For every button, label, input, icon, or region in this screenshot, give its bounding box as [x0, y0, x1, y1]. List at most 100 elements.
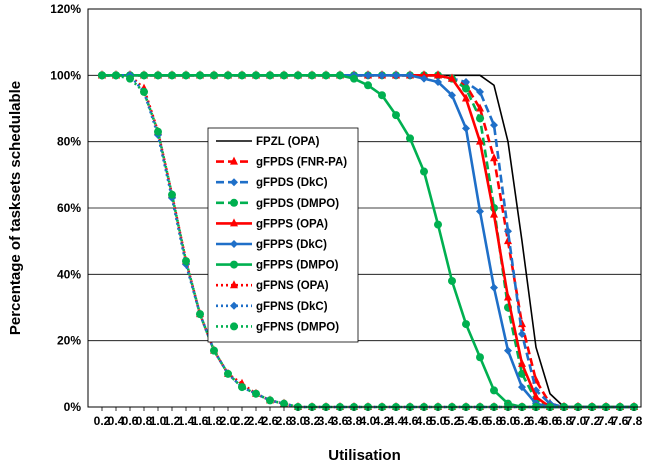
legend-marker-1 [230, 156, 238, 165]
point-6-26 [462, 320, 470, 329]
legend-marker-2 [230, 178, 238, 187]
point-5-20 [378, 71, 386, 80]
y-axis-label: Percentage of tasksets schedulable [7, 81, 24, 335]
point-6-21 [392, 111, 400, 120]
point-9-1 [112, 71, 120, 80]
point-6-3 [140, 71, 148, 80]
point-9-13 [280, 399, 288, 408]
y-tick-0: 0% [64, 400, 82, 414]
x-tick-16: 3.4 [318, 414, 335, 428]
legend-entry-3: gFPDS (DMPO) [216, 198, 339, 210]
series-line-9 [102, 74, 634, 409]
legend-label-1: gFPDS (FNR-PA) [256, 157, 347, 169]
y-tick-5: 100% [50, 68, 81, 82]
x-tick-1: 0.4 [108, 414, 125, 428]
legend-label-4: gFPPS (OPA) [256, 218, 328, 230]
point-6-8 [210, 71, 218, 80]
point-6-6 [182, 71, 190, 80]
point-6-7 [196, 71, 204, 80]
point-9-4 [154, 127, 162, 136]
x-tick-28: 5.8 [486, 414, 503, 428]
point-4-27 [476, 136, 484, 145]
point-4-24 [434, 70, 442, 79]
x-tick-0: 0.2 [94, 414, 111, 428]
x-tick-20: 4.2 [374, 414, 391, 428]
point-3-27 [476, 114, 484, 123]
point-6-9 [224, 71, 232, 80]
legend-marker-8 [230, 301, 238, 310]
x-tick-32: 6.6 [542, 414, 559, 428]
point-6-22 [406, 134, 414, 143]
x-tick-36: 7.4 [598, 414, 615, 428]
point-2-28 [490, 121, 498, 130]
point-9-0 [98, 71, 106, 80]
legend-label-7: gFPNS (OPA) [256, 280, 329, 292]
point-1-27 [476, 103, 484, 112]
point-6-18 [350, 74, 358, 83]
x-tick-25: 5.2 [444, 414, 461, 428]
x-tick-13: 2.8 [276, 414, 293, 428]
legend-label-9: gFPNS (DMPO) [256, 321, 339, 333]
point-3-26 [462, 84, 470, 93]
point-6-28 [490, 386, 498, 395]
x-tick-30: 6.2 [514, 414, 531, 428]
point-6-15 [308, 71, 316, 80]
x-tick-23: 4.8 [416, 414, 433, 428]
legend-label-2: gFPDS (DkC) [256, 177, 328, 189]
legend-label-0: FPZL (OPA) [256, 136, 320, 148]
point-9-2 [126, 74, 134, 83]
legend-entry-0: FPZL (OPA) [216, 136, 320, 148]
legend-label-3: gFPDS (DMPO) [256, 198, 339, 210]
point-9-3 [140, 87, 148, 96]
point-2-27 [476, 87, 484, 96]
x-tick-31: 6.4 [528, 414, 545, 428]
point-6-19 [364, 81, 372, 90]
x-tick-22: 4.6 [402, 414, 419, 428]
legend-entry-4: gFPPS (OPA) [216, 218, 328, 230]
point-5-30 [518, 383, 526, 392]
y-tick-6: 120% [50, 2, 81, 16]
legend-entry-2: gFPDS (DkC) [216, 177, 328, 189]
point-5-25 [448, 91, 456, 100]
point-2-29 [504, 227, 512, 236]
legend-entry-6: gFPPS (DMPO) [216, 260, 339, 272]
point-9-11 [252, 389, 260, 398]
point-4-28 [490, 209, 498, 218]
point-9-9 [224, 369, 232, 378]
point-5-21 [392, 71, 400, 80]
point-5-24 [434, 77, 442, 86]
x-tick-14: 3.0 [290, 414, 307, 428]
point-6-10 [238, 71, 246, 80]
point-6-17 [336, 71, 344, 80]
point-4-30 [518, 358, 526, 367]
x-tick-11: 2.4 [248, 414, 265, 428]
point-9-10 [238, 383, 246, 392]
legend-marker-4 [230, 218, 238, 227]
point-2-26 [462, 77, 470, 86]
legend-entry-9: gFPNS (DMPO) [216, 321, 339, 333]
x-tick-9: 2.0 [220, 414, 237, 428]
legend-marker-5 [230, 240, 238, 248]
point-6-24 [434, 220, 442, 229]
point-6-5 [168, 71, 176, 80]
point-9-8 [210, 346, 218, 355]
x-tick-7: 1.6 [192, 414, 209, 428]
plot-border [87, 8, 642, 408]
legend-entry-1: gFPDS (FNR-PA) [216, 156, 347, 169]
x-tick-4: 1.0 [150, 414, 167, 428]
legend-entry-5: gFPPS (DkC) [216, 239, 327, 251]
x-tick-15: 3.2 [304, 414, 321, 428]
legend-entry-8: gFPNS (DkC) [216, 301, 328, 313]
point-6-20 [378, 91, 386, 100]
x-tick-29: 6.0 [500, 414, 517, 428]
point-6-11 [252, 71, 260, 80]
x-tick-19: 4.0 [360, 414, 377, 428]
x-tick-37: 7.6 [612, 414, 629, 428]
y-tick-1: 20% [57, 334, 81, 348]
point-9-6 [182, 257, 190, 266]
x-tick-12: 2.6 [262, 414, 279, 428]
y-tick-4: 80% [57, 135, 81, 149]
x-tick-27: 5.6 [472, 414, 489, 428]
x-tick-8: 1.8 [206, 414, 223, 428]
